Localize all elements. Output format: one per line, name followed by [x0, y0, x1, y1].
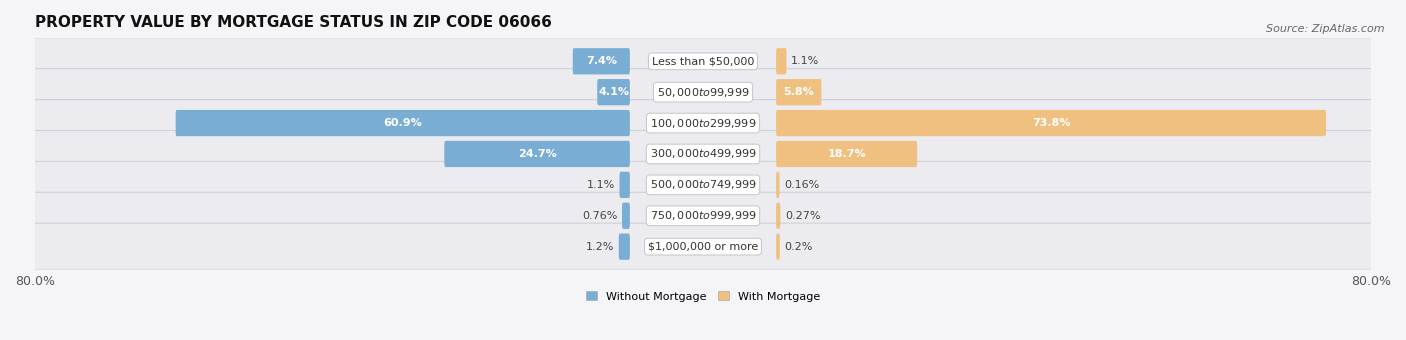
FancyBboxPatch shape [620, 172, 630, 198]
Text: Source: ZipAtlas.com: Source: ZipAtlas.com [1267, 24, 1385, 34]
FancyBboxPatch shape [32, 100, 1374, 147]
Text: $100,000 to $299,999: $100,000 to $299,999 [650, 117, 756, 130]
Text: 73.8%: 73.8% [1032, 118, 1070, 128]
Text: 4.1%: 4.1% [598, 87, 628, 97]
Text: 1.1%: 1.1% [792, 56, 820, 66]
Text: 1.1%: 1.1% [586, 180, 614, 190]
Text: $1,000,000 or more: $1,000,000 or more [648, 242, 758, 252]
Text: 0.76%: 0.76% [582, 211, 617, 221]
FancyBboxPatch shape [32, 131, 1374, 177]
Text: $300,000 to $499,999: $300,000 to $499,999 [650, 148, 756, 160]
FancyBboxPatch shape [776, 48, 786, 74]
Text: $500,000 to $749,999: $500,000 to $749,999 [650, 178, 756, 191]
FancyBboxPatch shape [444, 141, 630, 167]
FancyBboxPatch shape [621, 203, 630, 229]
FancyBboxPatch shape [776, 203, 780, 229]
Text: 5.8%: 5.8% [783, 87, 814, 97]
FancyBboxPatch shape [32, 38, 1374, 85]
Text: 24.7%: 24.7% [517, 149, 557, 159]
FancyBboxPatch shape [32, 223, 1374, 270]
FancyBboxPatch shape [776, 79, 821, 105]
FancyBboxPatch shape [572, 48, 630, 74]
Text: Less than $50,000: Less than $50,000 [652, 56, 754, 66]
Text: $50,000 to $99,999: $50,000 to $99,999 [657, 86, 749, 99]
Text: $750,000 to $999,999: $750,000 to $999,999 [650, 209, 756, 222]
Text: 0.2%: 0.2% [785, 242, 813, 252]
Text: 1.2%: 1.2% [585, 242, 614, 252]
Text: 18.7%: 18.7% [827, 149, 866, 159]
FancyBboxPatch shape [776, 172, 779, 198]
FancyBboxPatch shape [32, 162, 1374, 208]
FancyBboxPatch shape [176, 110, 630, 136]
FancyBboxPatch shape [32, 69, 1374, 116]
Text: 7.4%: 7.4% [586, 56, 617, 66]
Text: PROPERTY VALUE BY MORTGAGE STATUS IN ZIP CODE 06066: PROPERTY VALUE BY MORTGAGE STATUS IN ZIP… [35, 15, 553, 30]
FancyBboxPatch shape [776, 234, 780, 260]
FancyBboxPatch shape [598, 79, 630, 105]
Legend: Without Mortgage, With Mortgage: Without Mortgage, With Mortgage [582, 287, 824, 306]
FancyBboxPatch shape [619, 234, 630, 260]
FancyBboxPatch shape [776, 110, 1326, 136]
Text: 60.9%: 60.9% [384, 118, 422, 128]
FancyBboxPatch shape [776, 141, 917, 167]
Text: 0.27%: 0.27% [785, 211, 821, 221]
Text: 0.16%: 0.16% [785, 180, 820, 190]
FancyBboxPatch shape [32, 192, 1374, 239]
